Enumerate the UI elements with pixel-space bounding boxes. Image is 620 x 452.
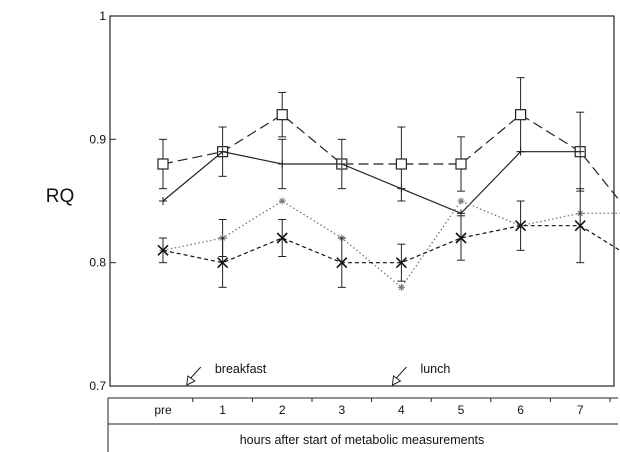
y-axis: 0.7 0.8 0.9 1: [89, 9, 116, 393]
annotation-label: lunch: [420, 362, 450, 376]
meal-annotation: breakfast: [186, 362, 267, 386]
plus-marker: [159, 197, 167, 205]
y-tick-label: 0.9: [89, 132, 106, 146]
square-marker: [157, 158, 169, 170]
x-tick-label: 5: [458, 403, 465, 417]
x-marker: [157, 244, 169, 256]
annotation-arrow-shaft: [189, 366, 202, 380]
series-group: [159, 138, 585, 218]
annotation-arrowhead: [186, 375, 196, 386]
plus-marker: [397, 184, 406, 193]
square-marker: [514, 109, 527, 121]
x-marker: [395, 257, 407, 269]
x-tick-label: 6: [517, 403, 524, 417]
series-line: [162, 225, 620, 264]
plus-marker: [337, 160, 346, 168]
annotation-arrowhead: [391, 375, 402, 386]
x-tick-label: 4: [398, 403, 405, 417]
plus-marker: [278, 160, 287, 168]
series-group: [159, 197, 620, 291]
x-marker: [336, 257, 348, 269]
annotation-label: breakfast: [215, 362, 267, 376]
series-group: [157, 77, 620, 203]
square-marker: [395, 158, 407, 170]
x-axis: pre12345678: [154, 398, 611, 417]
y-axis-label: RQ: [46, 186, 75, 207]
x-marker: [574, 220, 586, 232]
x-marker: [515, 220, 527, 232]
x-tick-label: 7: [577, 403, 584, 417]
series-layer: [157, 77, 620, 291]
plot-frame: [109, 15, 615, 387]
x-marker: [217, 257, 229, 269]
plus-marker: [218, 147, 227, 156]
x-marker: [276, 232, 288, 244]
plus-marker: [576, 147, 585, 156]
x-tick-label: 3: [338, 403, 345, 417]
series-line: [162, 151, 581, 215]
series-group: [157, 188, 620, 288]
meal-annotation: lunch: [391, 362, 450, 386]
star-marker: [278, 197, 286, 205]
y-tick-label: 1: [99, 9, 106, 23]
y-tick-label: 0.8: [89, 256, 106, 270]
y-tick-label: 0.7: [89, 379, 106, 393]
series-line: [162, 200, 620, 289]
x-marker: [455, 232, 467, 244]
x-axis-label: hours after start of metabolic measureme…: [240, 433, 485, 447]
star-marker: [397, 283, 405, 291]
series-line: [162, 113, 620, 203]
x-tick-label: 2: [279, 403, 286, 417]
x-tick-label: pre: [154, 403, 172, 417]
square-marker: [455, 158, 467, 170]
square-marker: [276, 109, 288, 121]
annotation-arrow-shaft: [395, 366, 407, 380]
star-marker: [457, 197, 465, 205]
annotation-layer: breakfast lunch: [186, 362, 450, 386]
x-tick-label: 1: [219, 403, 226, 417]
plus-marker: [516, 147, 525, 156]
